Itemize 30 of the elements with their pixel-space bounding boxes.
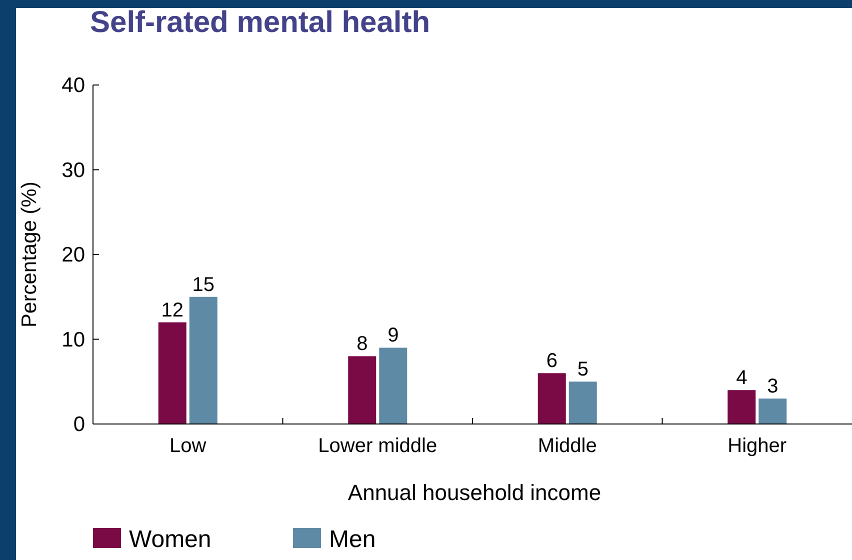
y-tick-label: 10 (62, 328, 85, 352)
data-label: 3 (767, 376, 778, 398)
bar (158, 322, 186, 424)
x-axis-title: Annual household income (348, 480, 602, 505)
data-label: 6 (546, 350, 558, 372)
bar (568, 382, 597, 424)
bar (189, 296, 218, 424)
legend-label: Women (129, 526, 212, 553)
legend-label: Men (329, 526, 376, 553)
data-label: 4 (736, 367, 748, 390)
y-axis-title: Percentage (%) (18, 182, 41, 328)
bar (728, 390, 756, 424)
y-tick-label: 20 (62, 244, 85, 266)
x-tick-label: Low (170, 435, 207, 457)
chart-title: Self-rated mental health (90, 6, 430, 39)
y-tick-label: 40 (62, 74, 85, 97)
data-label: 8 (356, 333, 368, 356)
y-tick-label: 30 (62, 158, 85, 182)
bar (379, 348, 408, 424)
x-tick-label: Middle (538, 435, 597, 457)
bar (348, 356, 376, 424)
bar (538, 373, 566, 424)
data-label: 5 (577, 358, 588, 381)
data-label: 12 (161, 299, 184, 322)
data-label: 9 (388, 324, 399, 347)
bar (758, 398, 787, 424)
y-tick-label: 0 (73, 413, 85, 436)
data-label: 15 (192, 274, 214, 296)
x-tick-label: Higher (728, 435, 787, 457)
x-tick-label: Lower middle (318, 435, 438, 457)
